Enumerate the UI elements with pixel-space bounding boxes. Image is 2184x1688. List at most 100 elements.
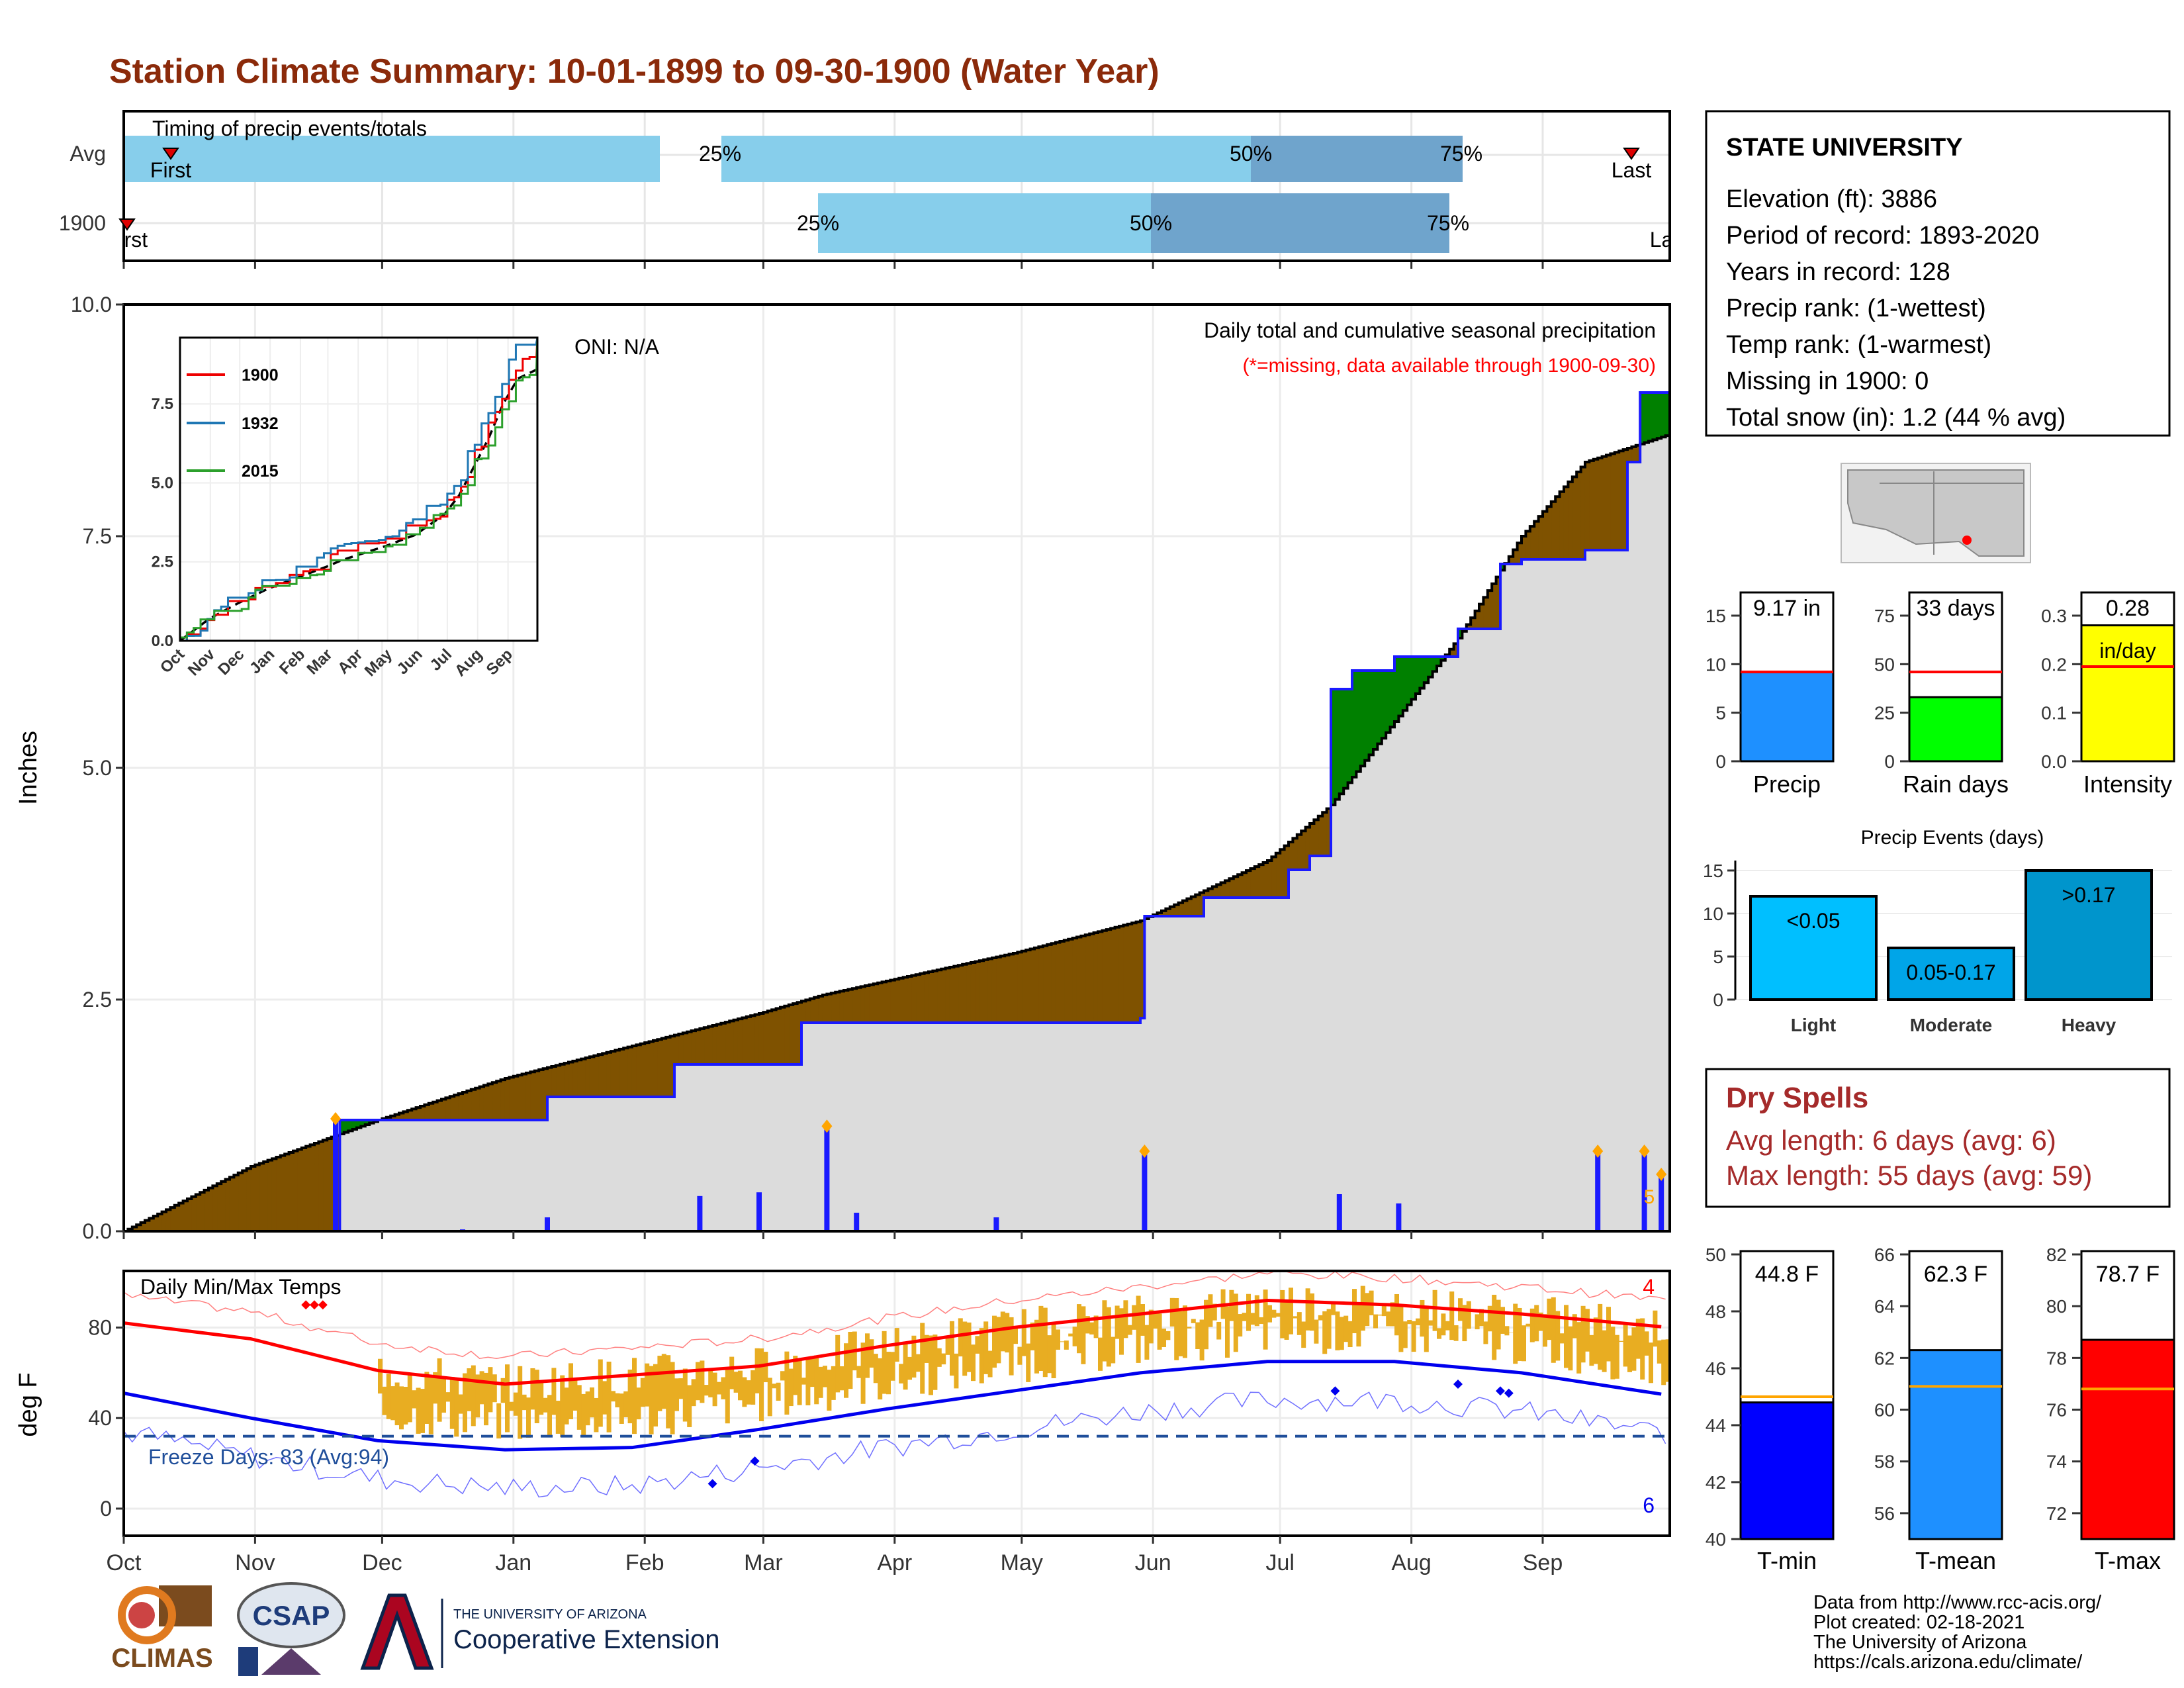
daily-temp-bar	[1445, 1321, 1450, 1331]
summary-bar-value	[1739, 671, 1835, 763]
station-location-marker-icon	[1962, 536, 1972, 545]
month-label: Jul	[1265, 1550, 1294, 1575]
yr-75-label: 75%	[1427, 211, 1469, 235]
observed-cumulative-line	[124, 381, 1671, 1233]
inset-ytick-label: 5.0	[152, 474, 173, 492]
daily-temp-bar	[569, 1363, 573, 1420]
daily-temp-bar	[1322, 1311, 1328, 1354]
daily-temp-bar	[1593, 1317, 1598, 1364]
daily-temp-bar	[971, 1344, 976, 1382]
daily-temp-bar	[1610, 1327, 1615, 1380]
avg-first-label: First	[150, 158, 191, 182]
avg-quartile-bar-light	[721, 136, 1251, 182]
climas-wordmark: CLIMAS	[111, 1644, 212, 1673]
daily-temp-bar	[399, 1386, 404, 1430]
daily-temp-bar	[1225, 1306, 1230, 1358]
temp-summary-tick-label: 74	[2046, 1452, 2067, 1472]
summary-bar-tick-label: 0.3	[2041, 606, 2067, 626]
climas-sun-core-icon	[128, 1602, 155, 1628]
daily-temp-bar	[674, 1378, 679, 1411]
daily-precip-bar	[333, 1120, 338, 1231]
record-max-marker-icon	[318, 1300, 328, 1310]
temp-summary-tick-label: 76	[2046, 1400, 2067, 1421]
station-info-frame	[1705, 110, 2171, 437]
daily-temp-bar	[645, 1363, 650, 1407]
daily-temp-bar	[509, 1401, 514, 1411]
daily-temp-bar	[1331, 1301, 1336, 1315]
daily-temp-bar	[1238, 1314, 1243, 1336]
summary-bar-value	[2080, 624, 2175, 763]
temp-summary-tick-label: 66	[1874, 1244, 1895, 1265]
avg-25-label: 25%	[699, 142, 741, 165]
daily-temp-bar	[941, 1353, 946, 1365]
inset-series-line	[180, 337, 539, 642]
daily-temp-bar	[1394, 1293, 1399, 1336]
daily-temp-bar	[611, 1391, 615, 1402]
timing-row-1900: 1900	[59, 211, 106, 235]
daily-temp-bar	[1000, 1311, 1005, 1352]
daily-temp-bar	[835, 1335, 841, 1393]
daily-precip-bar	[993, 1217, 999, 1231]
daily-temp-bar	[751, 1370, 756, 1405]
daily-temp-bar	[780, 1371, 785, 1381]
daily-temp-bar	[1038, 1305, 1044, 1371]
locator-map	[1841, 463, 2031, 563]
heavy-event-marker-icon	[1639, 1145, 1650, 1158]
daily-temp-bar	[390, 1386, 396, 1421]
timing-frame	[122, 110, 1671, 262]
daily-temp-bar	[907, 1356, 912, 1380]
daily-temp-bar	[1386, 1311, 1391, 1327]
daily-temp-bar	[1424, 1306, 1429, 1352]
events-tick-label: 0	[1713, 990, 1723, 1010]
events-title: Precip Events (days)	[1861, 827, 2044, 849]
summary-bar-unit-text: in/day	[2099, 639, 2156, 663]
daily-temp-bar	[682, 1368, 688, 1422]
daily-temp-bar	[878, 1358, 883, 1400]
daily-temp-bar	[882, 1331, 887, 1394]
daily-temp-bar	[394, 1382, 400, 1426]
station-line: Missing in 1900: 0	[1726, 367, 1929, 395]
record-max-marker-icon	[310, 1300, 319, 1310]
precip-panel: 0.0 2.5 5.0 7.5 10.0 Inches ONI: N/A Daily t…	[15, 293, 1671, 1243]
daily-temp-bar	[1271, 1309, 1277, 1318]
events-category-label: Heavy	[2062, 1015, 2116, 1035]
daily-precip-bar	[1142, 1152, 1148, 1231]
missing-note: (*=missing, data available through 1900-…	[1242, 355, 1656, 377]
events-category-label: Light	[1791, 1015, 1836, 1035]
temp-summary-label: T-max	[2095, 1547, 2161, 1574]
daily-temp-bar	[1665, 1339, 1670, 1382]
record-min-marker-icon	[1453, 1379, 1463, 1389]
dry-spells-max: Max length: 55 days (avg: 59)	[1726, 1160, 2092, 1191]
daily-temp-bar	[1568, 1326, 1573, 1371]
daily-temp-bar	[814, 1355, 819, 1405]
daily-temp-bar	[1504, 1326, 1510, 1336]
daily-precip-bar	[854, 1213, 860, 1231]
year-quartile-bar-light	[818, 193, 1151, 253]
daily-temp-bar	[1301, 1321, 1306, 1348]
daily-temp-bar	[738, 1370, 743, 1401]
avg-first-marker-icon	[162, 148, 179, 160]
daily-temp-bar	[424, 1372, 430, 1424]
daily-temp-bar	[530, 1368, 535, 1410]
daily-temp-bar	[454, 1379, 459, 1437]
daily-temp-bar	[696, 1362, 700, 1401]
summary-bar-tick-label: 5	[1715, 703, 1726, 724]
station-line: Elevation (ft): 3886	[1726, 185, 1937, 213]
credit-line: The University of Arizona	[1813, 1632, 2027, 1653]
daily-temp-bar	[869, 1339, 874, 1368]
daily-temp-bar	[903, 1341, 908, 1390]
precip-ytick-label: 10.0	[71, 293, 112, 316]
temp-summary-tick-label: 48	[1706, 1301, 1726, 1322]
daily-temp-bar	[1183, 1305, 1187, 1358]
events-category-label: Moderate	[1910, 1015, 1992, 1035]
daily-temp-bar	[945, 1337, 950, 1355]
yr-label-clip: First Last	[124, 228, 1670, 252]
daily-temp-bar	[619, 1393, 624, 1424]
daily-temp-bar	[844, 1343, 848, 1398]
daily-temp-bar	[929, 1335, 933, 1395]
temp-summary-tick-label: 80	[2046, 1296, 2067, 1317]
inset-legend-2015: 2015	[242, 462, 279, 481]
daily-temp-bar	[1072, 1327, 1077, 1346]
daily-temp-bar	[873, 1354, 878, 1383]
